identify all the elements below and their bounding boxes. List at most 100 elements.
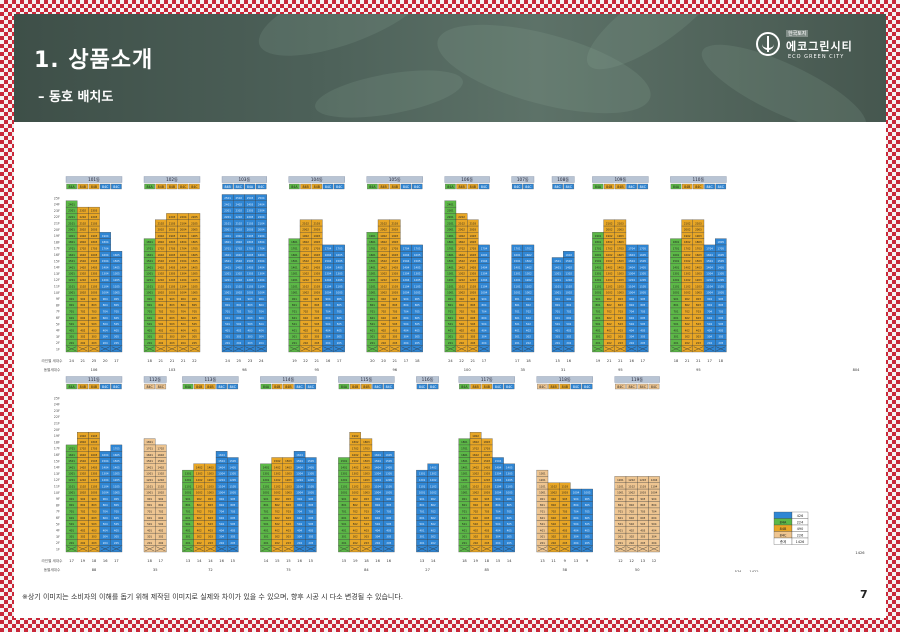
line-count: 11 (551, 559, 556, 563)
unit-number: 801 (540, 503, 545, 507)
unit-number: 1801 (595, 240, 602, 244)
unit-number: 803 (470, 303, 475, 307)
unit-number: 502 (566, 322, 571, 326)
unit-number: 701 (448, 310, 453, 314)
unit-number: 1803 (91, 440, 98, 444)
unit-number: 403 (470, 328, 475, 332)
pilotis-mark (183, 546, 193, 552)
unit-number: 1402 (684, 265, 691, 269)
legend-label: 84A (780, 520, 787, 524)
unit-number: 1503 (247, 259, 254, 263)
unit-cell (311, 219, 323, 227)
unit-number: 501 (462, 522, 467, 526)
unit-number: 201 (370, 341, 375, 345)
unit-number: 702 (459, 310, 464, 314)
unit-number: 402 (80, 528, 85, 532)
unit-number: 1004 (403, 291, 410, 295)
unit-number: 1202 (606, 278, 613, 282)
unit-number: 1703 (313, 247, 320, 251)
unit-number: 404 (219, 528, 224, 532)
type-badge (260, 383, 272, 390)
building-name: 105동 (389, 177, 401, 182)
pilotis-mark (283, 546, 294, 552)
unit-number: 803 (640, 503, 645, 507)
unit-number: 205 (337, 341, 342, 345)
type-label: 84B (285, 385, 291, 389)
type-label: 84B (207, 385, 213, 389)
unit-number: 1801 (224, 240, 231, 244)
unit-number: 1601 (673, 253, 680, 257)
type-badge (222, 183, 233, 190)
unit-number: 1702 (684, 247, 691, 251)
unit-number: 1403 (695, 265, 702, 269)
unit-number: 1405 (336, 265, 343, 269)
line-count: 17 (337, 359, 342, 363)
floor-label: 11F (54, 485, 60, 489)
floor-label: 2F (56, 341, 60, 345)
unit-number: 402 (381, 328, 386, 332)
unit-number: 1001 (673, 291, 680, 295)
overall-total: 1426 (855, 551, 865, 555)
type-badge (205, 383, 216, 390)
unit-number: 1202 (157, 478, 164, 482)
unit-number: 1001 (224, 291, 231, 295)
unit-number: 602 (473, 516, 478, 520)
unit-number: 2003 (469, 228, 476, 232)
type-badge (537, 383, 548, 390)
unit-number: 904 (496, 497, 501, 501)
unit-number: 1401 (146, 265, 153, 269)
unit-number: 1503 (391, 259, 398, 263)
unit-number: 2103 (313, 221, 320, 225)
unit-number: 204 (496, 541, 501, 545)
unit-number: 904 (375, 497, 380, 501)
unit-number: 203 (314, 341, 319, 345)
unit-number: 502 (526, 322, 531, 326)
unit-number: 501 (147, 322, 152, 326)
unit-number: 805 (585, 503, 590, 507)
building-name: 103동 (238, 177, 250, 182)
unit-number: 302 (275, 535, 280, 539)
unit-number: 502 (381, 322, 386, 326)
unit-number: 1204 (706, 278, 713, 282)
unit-number: 1902 (380, 234, 387, 238)
unit-number: 1703 (91, 447, 98, 451)
unit-number: 801 (555, 303, 560, 307)
unit-cell (536, 469, 549, 477)
line-count: 22 (459, 359, 464, 363)
unit-number: 1401 (146, 465, 153, 469)
unit-number: 2001 (447, 228, 454, 232)
unit-number: 1504 (495, 459, 502, 463)
pilotis-mark (384, 546, 394, 552)
unit-number: 2202 (79, 215, 86, 219)
unit-number: 2102 (606, 221, 613, 225)
unit-number: 604 (259, 316, 264, 320)
type-badge (478, 183, 490, 190)
unit-number: 2103 (247, 221, 254, 225)
unit-layout-chart: 25F24F23F22F21F20F19F18F17F16F15F14F13F1… (42, 176, 865, 572)
unit-number: 1303 (617, 272, 624, 276)
unit-number: 1005 (385, 491, 392, 495)
type-label: 84C (102, 185, 109, 189)
unit-number: 1805 (191, 240, 198, 244)
unit-number: 504 (707, 322, 712, 326)
unit-number: 1604 (706, 253, 713, 257)
unit-number: 601 (186, 516, 191, 520)
unit-number: 1003 (617, 291, 624, 295)
unit-number: 2502 (235, 196, 242, 200)
header-banner: 1. 상품소개 – 동호 배치도 한국토지 에코그린시티 ECO GREEN C… (14, 14, 886, 122)
unit-number: 305 (114, 335, 119, 339)
unit-number: 1004 (651, 491, 658, 495)
unit-number: 205 (230, 541, 235, 545)
unit-number: 801 (674, 303, 679, 307)
building-header (670, 176, 727, 183)
unit-number: 1004 (628, 291, 635, 295)
unit-number: 305 (585, 535, 590, 539)
unit-number: 1401 (68, 465, 75, 469)
unit-number: 1303 (207, 472, 214, 476)
unit-number: 402 (566, 328, 571, 332)
unit-number: 805 (114, 503, 119, 507)
unit-cell (88, 432, 100, 439)
unit-number: 901 (420, 497, 425, 501)
unit-number: 1604 (628, 253, 635, 257)
line-count: 14 (264, 559, 269, 563)
